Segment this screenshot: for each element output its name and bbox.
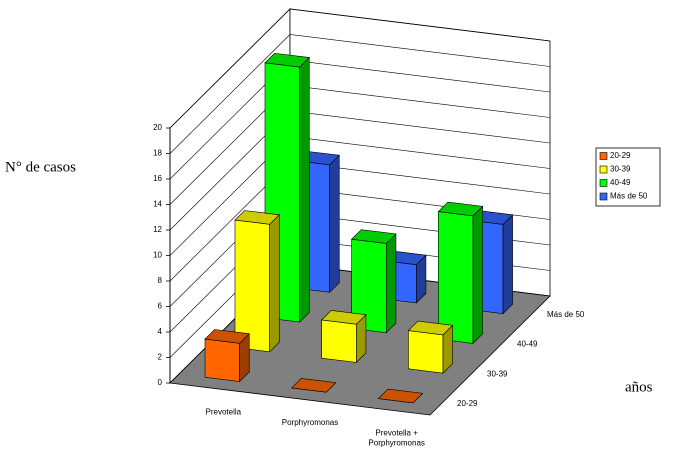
bar-side bbox=[472, 205, 483, 345]
y-tick-label: 16 bbox=[153, 174, 162, 183]
bar bbox=[291, 378, 337, 393]
legend-label: 40-49 bbox=[610, 178, 631, 187]
bar bbox=[437, 201, 484, 345]
y-tick-label: 6 bbox=[158, 302, 163, 311]
bar-top bbox=[351, 229, 397, 244]
legend-swatch bbox=[599, 152, 608, 160]
y-tick-label: 8 bbox=[158, 276, 163, 285]
x-tick-label: Prevotella bbox=[206, 407, 242, 416]
bar-top bbox=[291, 378, 337, 393]
bar-front bbox=[204, 338, 240, 382]
legend-label: Más de 50 bbox=[610, 192, 648, 201]
y-tick-label: 20 bbox=[153, 123, 162, 132]
bar-side bbox=[269, 214, 280, 353]
bar-front bbox=[438, 211, 474, 344]
bar-top bbox=[234, 210, 280, 225]
depth-axis-label: años bbox=[625, 379, 653, 395]
legend-label: 30-39 bbox=[610, 165, 631, 174]
legend: 20-29 30-39 40-49 Más de 50 bbox=[595, 147, 661, 207]
legend-swatch bbox=[599, 179, 608, 187]
bar-top bbox=[407, 320, 454, 336]
bar-top bbox=[264, 52, 310, 68]
legend-swatch bbox=[599, 192, 608, 201]
bar bbox=[351, 229, 397, 334]
legend-swatch bbox=[599, 165, 608, 174]
bar-front bbox=[234, 219, 270, 353]
bar bbox=[204, 329, 250, 383]
bar-side bbox=[502, 214, 513, 315]
y-tick-label: 4 bbox=[158, 327, 163, 336]
depth-tick-label: 30-39 bbox=[487, 369, 508, 378]
bar bbox=[234, 210, 280, 353]
bar-top bbox=[321, 310, 367, 325]
bar bbox=[321, 310, 367, 364]
depth-tick-label: 40-49 bbox=[517, 340, 538, 349]
bar-top bbox=[204, 329, 250, 344]
y-tick-label: 12 bbox=[153, 225, 162, 234]
y-tick-label: 14 bbox=[153, 200, 162, 209]
x-tick-label: Porphyromonas bbox=[282, 418, 338, 427]
x-tick-label: Prevotella + Porphyromonas bbox=[368, 429, 424, 448]
y-tick-label: 18 bbox=[153, 149, 162, 158]
grid-line bbox=[169, 34, 551, 154]
depth-tick-label: Más de 50 bbox=[547, 310, 585, 319]
grid-line bbox=[169, 8, 551, 129]
bar-side bbox=[299, 56, 310, 323]
bar bbox=[407, 320, 454, 374]
bar-side bbox=[329, 154, 340, 294]
legend-label: 20-29 bbox=[610, 151, 631, 160]
depth-tick-label: 20-29 bbox=[457, 399, 478, 408]
y-tick-label: 10 bbox=[153, 251, 162, 260]
bar-top bbox=[437, 201, 484, 217]
y-tick-label: 0 bbox=[158, 378, 163, 387]
bar-front bbox=[321, 319, 357, 363]
bar-top bbox=[377, 388, 424, 404]
y-tick-label: 2 bbox=[158, 353, 163, 362]
bar-front bbox=[408, 330, 444, 374]
bar-side bbox=[386, 233, 397, 334]
y-axis-label: N° de casos bbox=[5, 159, 76, 175]
bar bbox=[377, 388, 424, 404]
